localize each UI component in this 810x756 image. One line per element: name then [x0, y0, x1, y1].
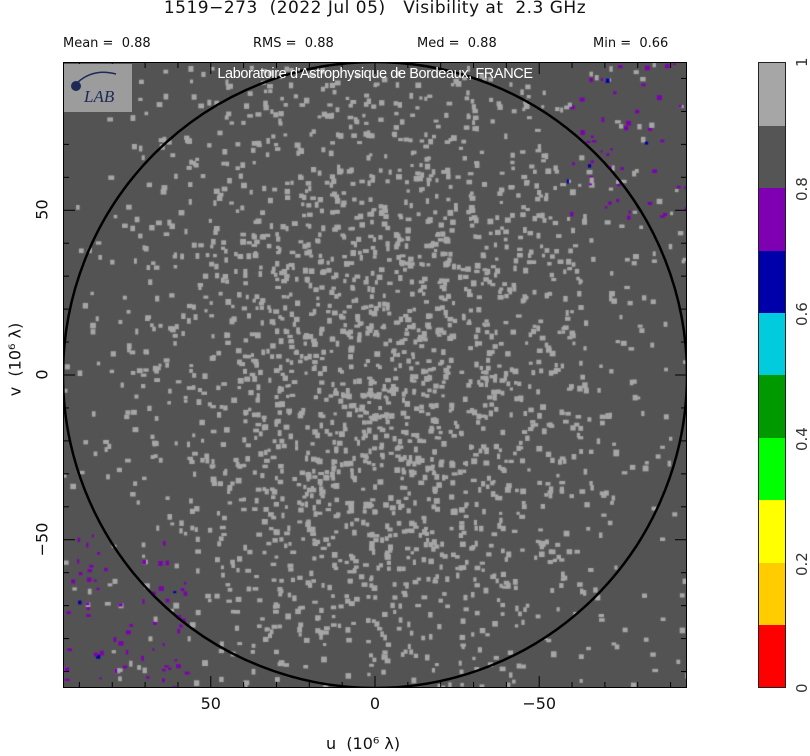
colorbar-tick-label: 0 — [793, 682, 810, 693]
y-tick-label: 50 — [32, 199, 52, 220]
colorbar-segment — [759, 499, 785, 563]
stat-min: Min = 0.66 — [593, 36, 669, 51]
colorbar-tick-label: 0.8 — [793, 176, 810, 201]
svg-text:LAB: LAB — [83, 87, 115, 106]
colorbar-segment — [759, 250, 785, 314]
lab-logo-icon: LAB — [71, 71, 117, 106]
watermark-text: Laboratoire d'Astrophysique de Bordeaux,… — [217, 66, 533, 82]
colorbar-tick-label: 0.2 — [793, 552, 810, 577]
uv-coverage-circle — [63, 62, 687, 688]
x-tick-label: −50 — [522, 694, 557, 713]
colorbar — [758, 62, 786, 688]
x-tick-label: 50 — [200, 694, 221, 713]
visibility-heatmap-cells — [63, 62, 687, 688]
plot-frame — [63, 62, 687, 688]
visibility-map — [63, 62, 687, 688]
colorbar-segment — [759, 375, 785, 438]
colorbar-tick-label: 1 — [793, 56, 810, 67]
plot-overlay — [63, 62, 687, 688]
colorbar-segment — [759, 63, 785, 126]
chart-title: 1519−273 (2022 Jul 05) Visibility at 2.3… — [163, 0, 587, 18]
colorbar-segment — [759, 187, 785, 251]
stat-median: Med = 0.88 — [417, 36, 497, 51]
lab-logo: LAB — [64, 64, 132, 112]
stat-rms: RMS = 0.88 — [253, 36, 334, 51]
x-tick-label: 0 — [369, 694, 381, 713]
y-tick-label: −50 — [32, 522, 52, 557]
colorbar-segment — [759, 624, 785, 688]
colorbar-segment — [759, 562, 785, 626]
colorbar-segment — [759, 312, 785, 376]
colorbar-tick-label: 0.6 — [793, 302, 810, 326]
colorbar-segment — [759, 125, 785, 189]
colorbar-segment — [759, 437, 785, 501]
y-axis-label: v (10⁶ λ) — [5, 322, 25, 397]
x-axis-label: u (10⁶ λ) — [326, 734, 401, 753]
colorbar-tick-label: 0.4 — [793, 427, 810, 452]
stat-mean: Mean = 0.88 — [63, 36, 151, 51]
y-tick-label: 0 — [32, 369, 52, 380]
